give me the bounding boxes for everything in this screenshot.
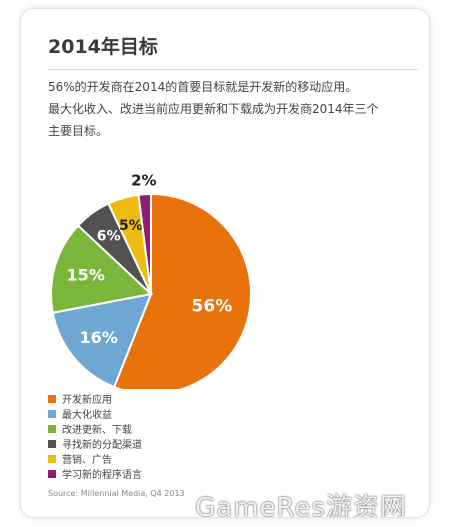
legend-swatch	[48, 454, 56, 463]
description-line: 56%的开发商在2014的首要目标就是开发新的移动应用。	[48, 80, 358, 94]
divider	[48, 69, 418, 70]
pie-slice	[50, 224, 154, 314]
infographic-card: 2014年目标 56%的开发商在2014的首要目标就是开发新的移动应用。 最大化…	[20, 8, 430, 518]
legend-swatch	[48, 409, 56, 418]
legend: 开发新应用 最大化收益 改进更新、下载 寻找新的分配渠道 营销、广告 学习新的程…	[48, 391, 142, 481]
legend-label: 改进更新、下载	[62, 425, 132, 436]
slice-label: 6%	[97, 229, 121, 245]
pie-slice	[137, 192, 152, 295]
description-line: 主要目标。	[48, 124, 109, 138]
legend-item: 最大化收益	[48, 406, 142, 421]
legend-swatch	[48, 439, 56, 448]
legend-swatch	[48, 394, 56, 403]
legend-item: 营销、广告	[48, 451, 142, 466]
description-line: 最大化收入、改进当前应用更新和下载成为开发商2014年三个	[48, 102, 379, 116]
watermark-text: GameRes游资网	[195, 493, 407, 518]
legend-label: 寻找新的分配渠道	[62, 440, 142, 451]
slice-label: 2%	[131, 171, 156, 189]
legend-label: 学习新的程序语言	[62, 470, 142, 481]
legend-item: 学习新的程序语言	[48, 466, 142, 481]
pie-slice	[112, 192, 252, 389]
description: 56%的开发商在2014的首要目标就是开发新的移动应用。 最大化收入、改进当前应…	[48, 76, 408, 142]
legend-item: 开发新应用	[48, 391, 142, 406]
legend-label: 营销、广告	[62, 455, 112, 466]
slice-label: 5%	[119, 218, 143, 234]
legend-swatch	[48, 424, 56, 433]
slice-label: 15%	[67, 266, 105, 285]
pie-chart: 56% 16% 15% 6%5% 2%	[50, 171, 252, 389]
legend-swatch	[48, 469, 56, 478]
pie-slice	[51, 292, 153, 389]
legend-label: 最大化收益	[62, 410, 112, 421]
legend-item: 寻找新的分配渠道	[48, 436, 142, 451]
legend-item: 改进更新、下载	[48, 421, 142, 436]
legend-label: 开发新应用	[62, 395, 112, 406]
source-note: Source: Millennial Media, Q4 2013	[48, 489, 185, 498]
slice-label: 16%	[79, 328, 117, 347]
page-title: 2014年目标	[48, 36, 158, 58]
slice-label: 56%	[192, 297, 233, 317]
